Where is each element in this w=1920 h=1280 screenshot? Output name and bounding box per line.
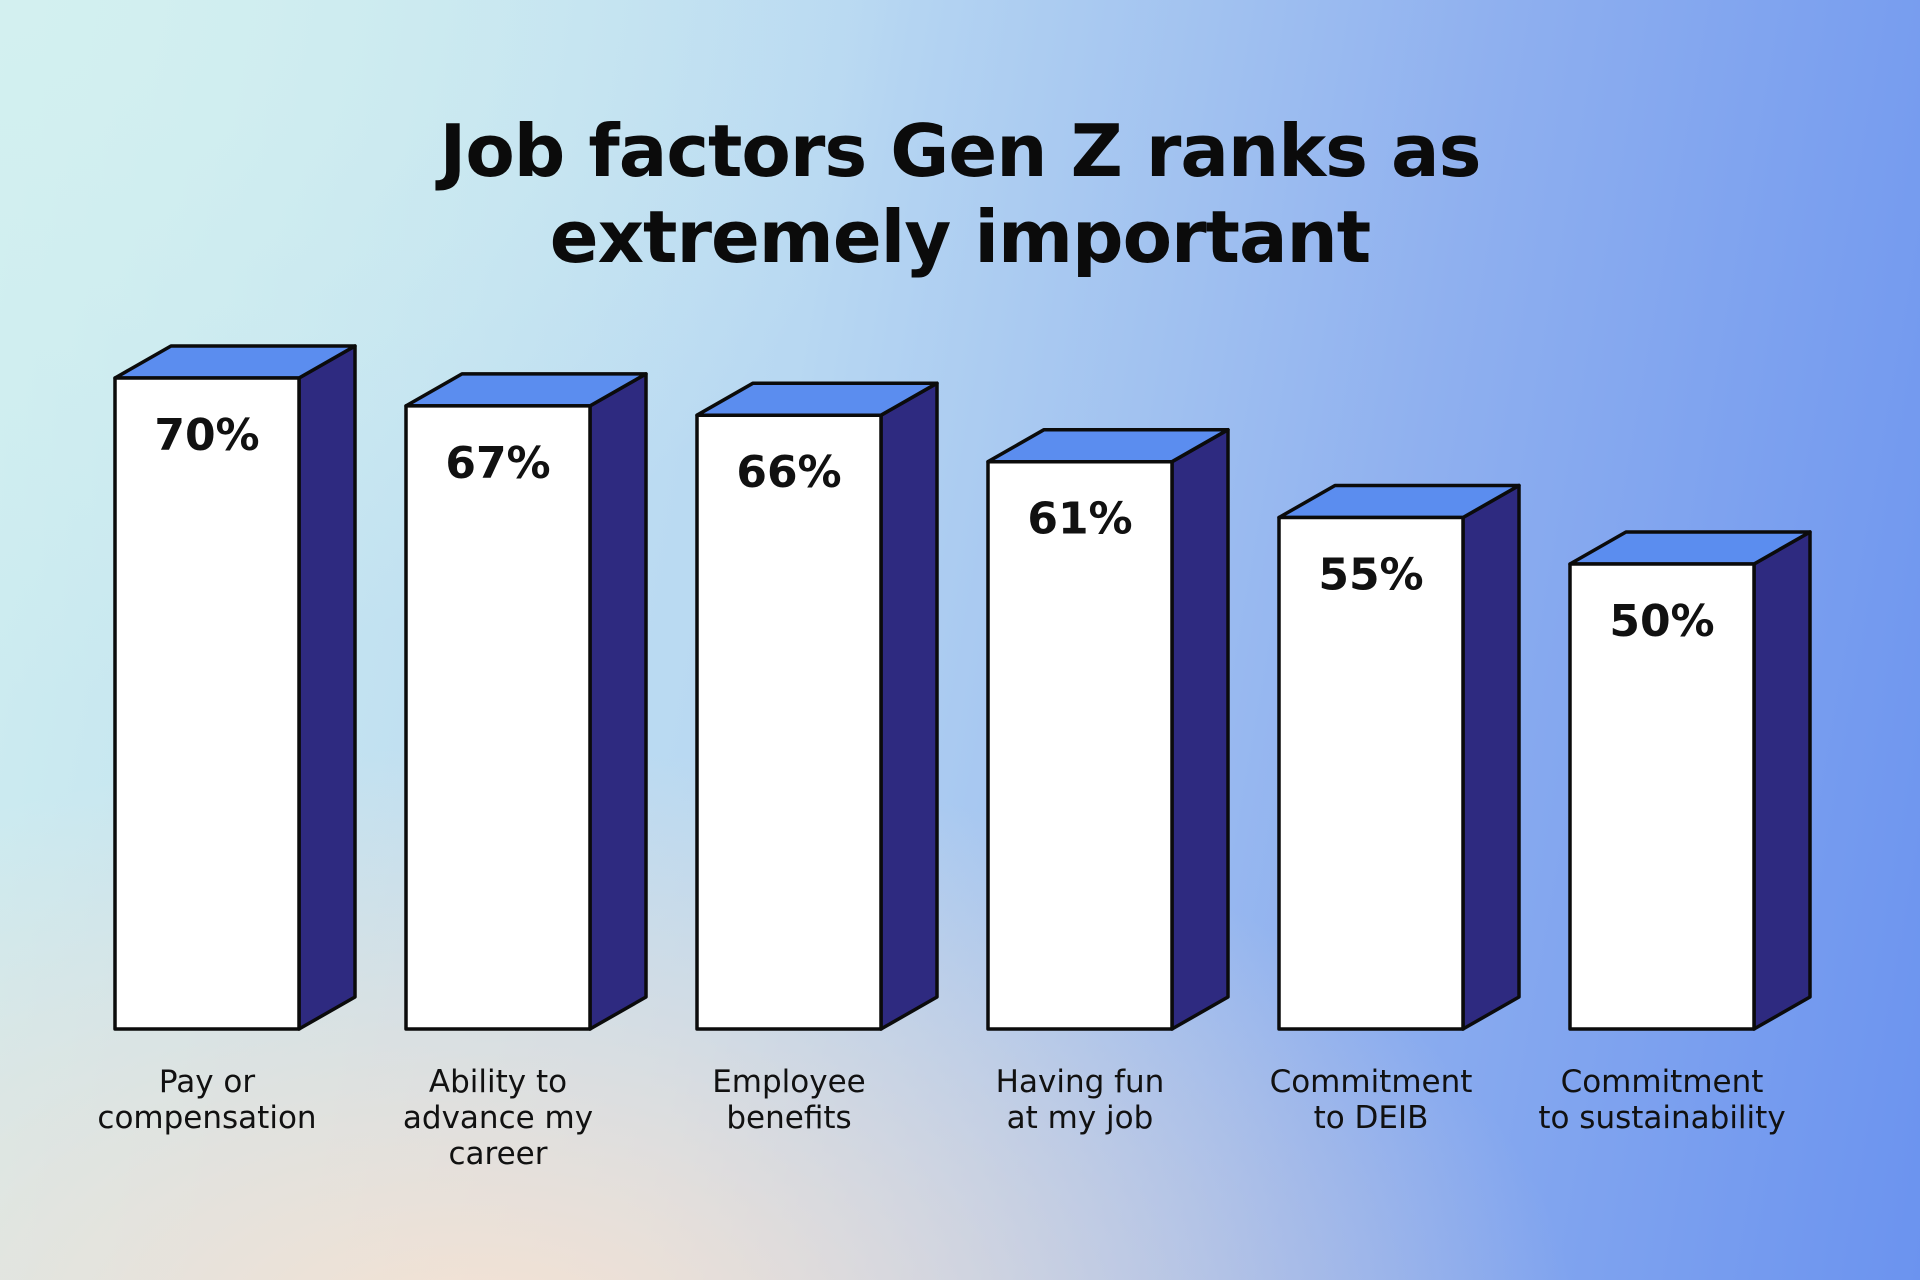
- bar: [113, 376, 301, 1031]
- value-label: 67%: [445, 438, 550, 489]
- bar-side: [588, 372, 648, 1031]
- category-label: Employee benefits: [712, 1064, 866, 1136]
- bar-side: [879, 381, 939, 1031]
- chart-title: Job factors Gen Z ranks as extremely imp…: [439, 109, 1482, 279]
- bar-side: [1752, 530, 1812, 1031]
- value-label: 61%: [1027, 494, 1132, 545]
- bar: [1277, 515, 1465, 1031]
- bar-side: [1170, 427, 1230, 1031]
- category-label: Having fun at my job: [995, 1064, 1165, 1136]
- bar: [986, 459, 1174, 1031]
- bar-side: [297, 344, 357, 1031]
- category-label: Commitment to DEIB: [1269, 1064, 1473, 1136]
- bar-side: [1461, 483, 1521, 1031]
- value-label: 55%: [1318, 550, 1423, 601]
- category-label: Commitment to sustainability: [1538, 1064, 1786, 1136]
- value-label: 66%: [736, 447, 841, 498]
- category-label: Pay or compensation: [97, 1064, 317, 1136]
- bar: [404, 404, 592, 1031]
- value-label: 70%: [154, 410, 259, 461]
- bar: [1568, 562, 1756, 1031]
- value-label: 50%: [1609, 596, 1714, 647]
- bar: [695, 413, 883, 1031]
- category-label: Ability to advance my career: [402, 1064, 594, 1172]
